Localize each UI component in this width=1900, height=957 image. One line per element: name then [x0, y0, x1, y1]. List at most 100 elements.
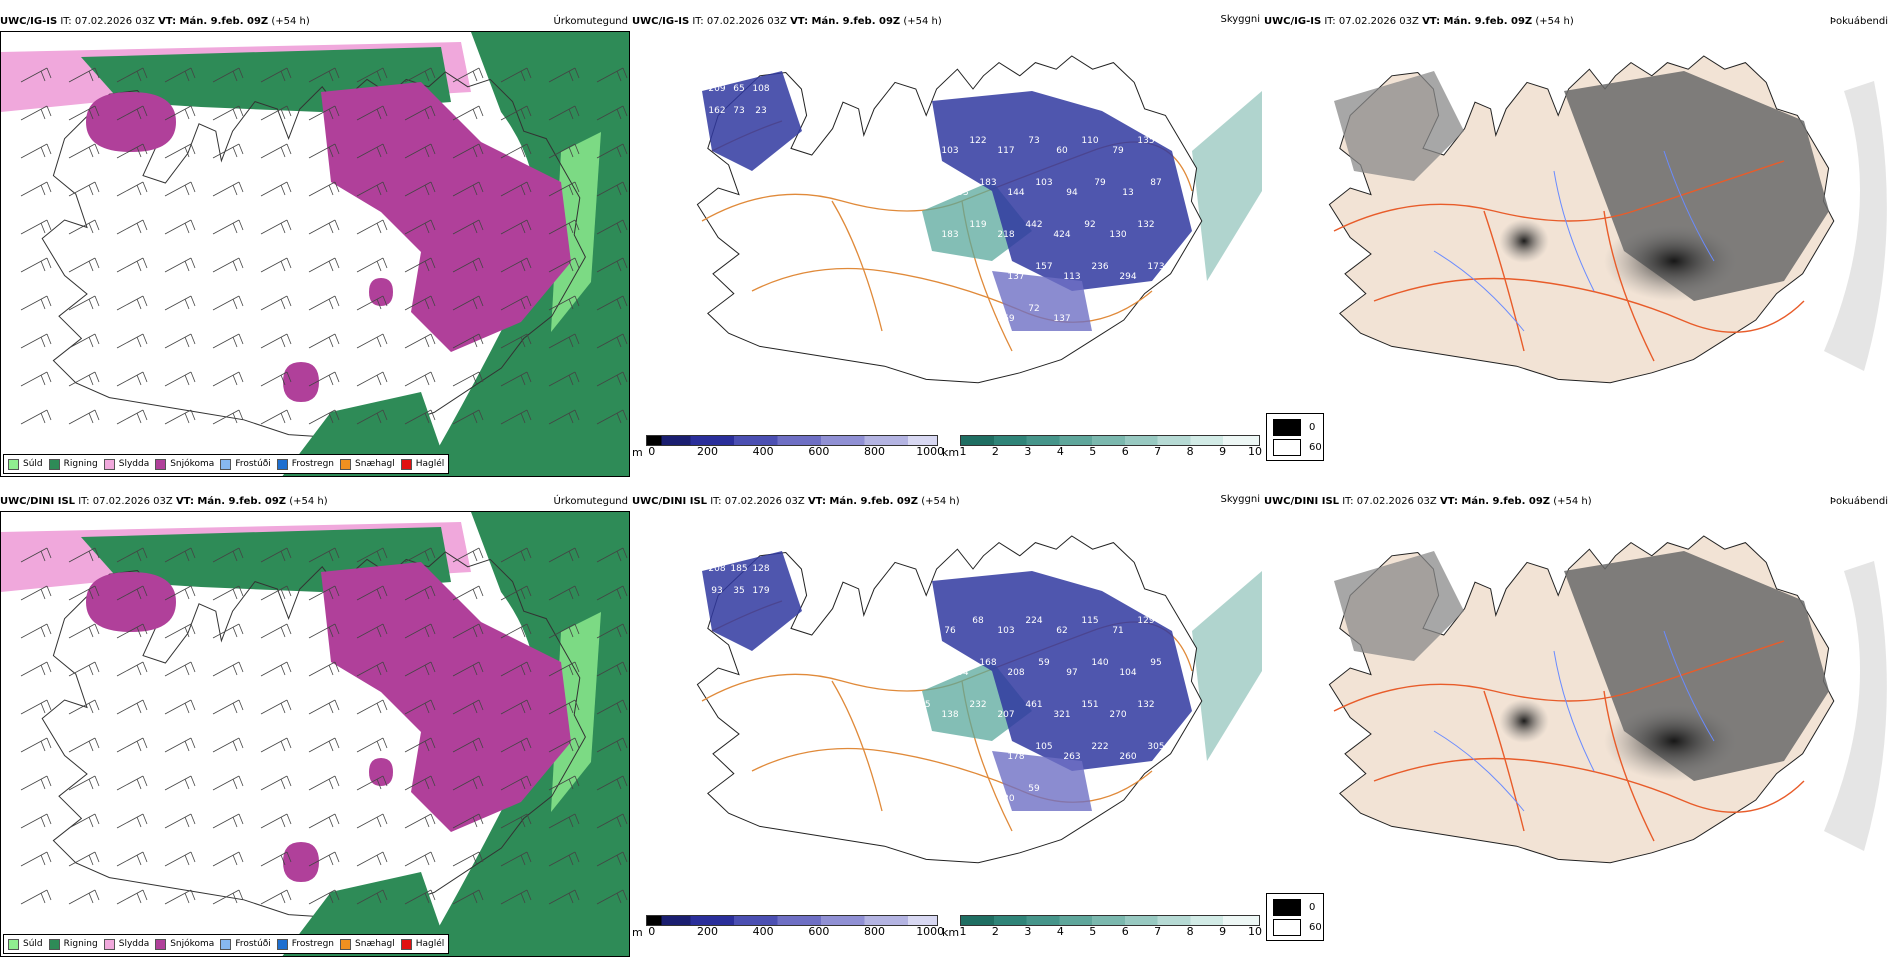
wind-barb-flag [616, 184, 622, 196]
wind-barb-shaft [212, 699, 240, 715]
colorbar-tick: 5 [1089, 445, 1097, 458]
cloud-base-label: 130 [1109, 230, 1126, 240]
wind-barb-shaft [164, 661, 192, 677]
wind-barb [308, 371, 340, 387]
wind-barb-flag [574, 409, 580, 421]
road [1483, 210, 1525, 352]
precip-map-frame: Súld Rigning Slydda Snjókoma Frostúði Frostre… [0, 31, 630, 477]
wind-barb-flag [136, 298, 142, 310]
wind-barb-shaft [116, 333, 144, 349]
wind-barb-shaft [212, 295, 240, 311]
wind-barb [20, 295, 52, 311]
wind-barb [68, 547, 100, 563]
wind-barb-shaft [164, 813, 192, 829]
wind-barb-shaft [308, 67, 336, 83]
wind-barb-shaft [116, 219, 144, 235]
wind-barb-shaft [164, 257, 192, 273]
wind-barb [548, 143, 580, 159]
wind-barb-shaft [164, 623, 192, 639]
wind-barb-flag [184, 854, 190, 866]
wind-barb [404, 851, 436, 867]
cloud-base-label: 232 [969, 700, 986, 710]
wind-barb-flag [478, 661, 484, 673]
wind-barb-flag [40, 740, 46, 752]
wind-barb-flag [568, 664, 574, 676]
wind-barb-shaft [500, 775, 528, 791]
wind-barb [212, 889, 244, 905]
wind-barb-shaft [548, 813, 576, 829]
wind-barb [116, 295, 148, 311]
cloud-base-label: 263 [1063, 752, 1080, 762]
wind-barb-flag [190, 409, 196, 421]
wind-barb-flag [40, 892, 46, 904]
wind-barb-flag [478, 333, 484, 345]
wind-barb-flag [334, 585, 340, 597]
wind-barb-flag [526, 813, 532, 825]
wind-barb-shaft [356, 257, 384, 273]
wind-barb [356, 105, 388, 121]
wind-barb-flag [280, 816, 286, 828]
wind-barb-shaft [20, 67, 48, 83]
wind-barb-shaft [452, 257, 480, 273]
wind-barb-flag [238, 409, 244, 421]
legend-item: Súld [8, 938, 43, 950]
wind-barb-shaft [164, 699, 192, 715]
wind-barb [164, 371, 196, 387]
cloud-base-label: 68 [972, 616, 984, 626]
legend-label: Súld [23, 459, 43, 469]
wind-barb-flag [232, 588, 238, 600]
wind-barb [116, 623, 148, 639]
wind-barb [452, 105, 484, 121]
dense-fog [1499, 699, 1549, 743]
wind-barb [404, 333, 436, 349]
wind-barb-flag [328, 664, 334, 676]
wind-barb-shaft [164, 547, 192, 563]
road [1483, 690, 1525, 832]
wind-barb-flag [184, 740, 190, 752]
wind-barb-flag [520, 626, 526, 638]
wind-barb-shaft [548, 333, 576, 349]
lead-time: (+54 h) [289, 496, 328, 507]
wind-barb-flag [232, 854, 238, 866]
wind-barb-shaft [68, 547, 96, 563]
wind-barb [260, 181, 292, 197]
wind-barb-flag [88, 146, 94, 158]
wind-barb [116, 585, 148, 601]
wind-barb-flag [40, 664, 46, 676]
panel-title: Skyggni [1220, 14, 1260, 25]
panel-header: UWC/IG-IS IT: 07.02.2026 03Z VT: Mán. 9.… [0, 14, 630, 30]
wind-barb [452, 409, 484, 425]
wind-barb-shaft [308, 547, 336, 563]
model-name: UWC/DINI ISL [632, 496, 708, 507]
wind-barb-shaft [212, 67, 240, 83]
river [1433, 730, 1525, 812]
wind-barb [596, 295, 628, 311]
visibility-ticks: 1 2 3 4 5 6 7 8 9 10 [959, 445, 1262, 458]
river [1663, 150, 1715, 262]
wind-barb [260, 219, 292, 235]
road [1603, 210, 1655, 362]
fog-map [1328, 535, 1887, 864]
cloud-base-label: 183 [941, 794, 958, 804]
wind-barb [164, 333, 196, 349]
colorbar-tick: 5 [1089, 925, 1097, 938]
cloud-base-label: 135 [1137, 136, 1154, 146]
snow-area [321, 82, 571, 352]
wind-barb-flag [184, 298, 190, 310]
wind-barb-flag [142, 775, 148, 787]
wind-barb-flag [478, 409, 484, 421]
wind-barb-shaft [548, 699, 576, 715]
wind-barb-shaft [308, 851, 336, 867]
wind-barb-flag [142, 889, 148, 901]
wind-barb-shaft [116, 851, 144, 867]
wind-barb-shaft [212, 219, 240, 235]
cloud-base-label: 157 [923, 658, 940, 668]
legend-label: Frostregn [291, 459, 335, 469]
wind-barb-flag [424, 550, 430, 562]
cloud-base-label: 113 [1063, 272, 1080, 282]
wind-barb [308, 661, 340, 677]
wind-barb-flag [478, 851, 484, 863]
wind-barb-flag [424, 778, 430, 790]
wind-barb [20, 737, 52, 753]
valid-time: VT: Mán. 9.feb. 09Z [1439, 496, 1551, 507]
